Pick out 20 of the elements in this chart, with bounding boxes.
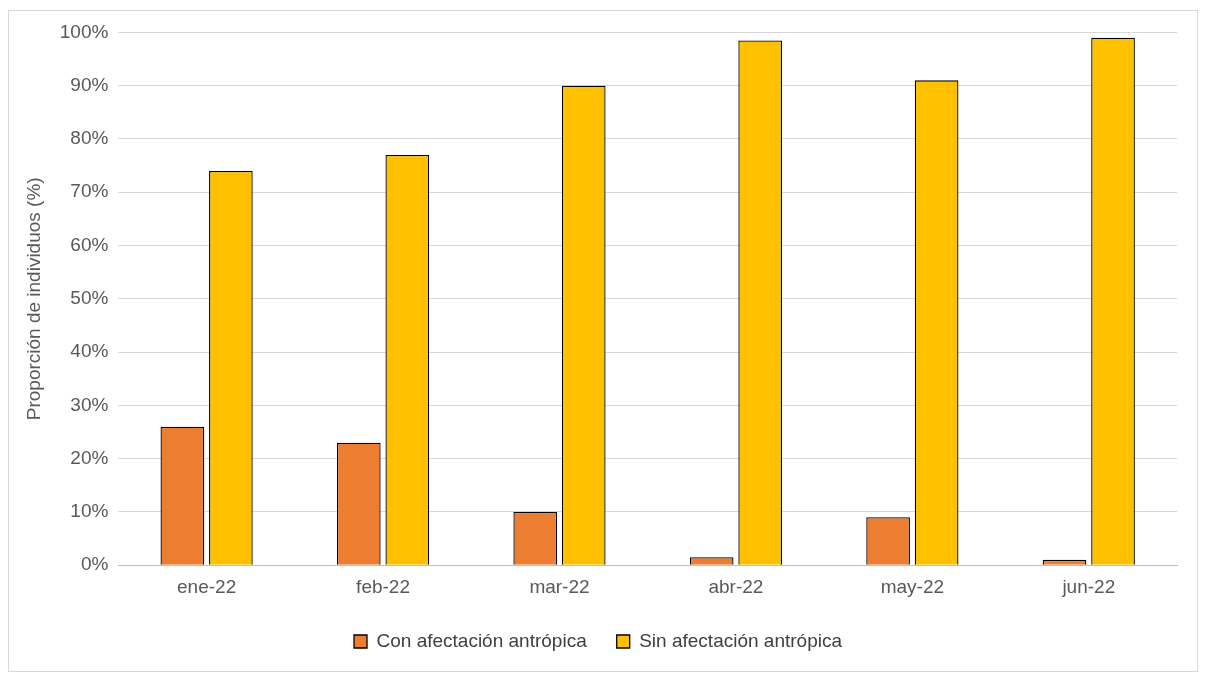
y-tick-label: 20%	[70, 446, 109, 468]
y-tick-label: 60%	[70, 233, 109, 255]
y-tick-label: 70%	[70, 180, 109, 202]
legend-label: Con afectación antrópica	[376, 629, 588, 651]
y-axis-title: Proporción de individuos (%)	[22, 177, 44, 421]
y-tick-label: 50%	[70, 287, 109, 309]
legend-label: Sin afectación antrópica	[639, 629, 843, 651]
y-tick-label: 10%	[70, 500, 109, 522]
y-tick-label: 0%	[80, 553, 109, 575]
y-tick-label: 40%	[70, 340, 109, 362]
y-tick-label: 80%	[70, 127, 109, 149]
y-tick-label: 90%	[70, 73, 109, 95]
x-tick-label: may-22	[880, 575, 945, 597]
x-tick-label: jun-22	[1061, 575, 1116, 597]
x-tick-label: ene-22	[177, 575, 237, 597]
y-tick-label: 30%	[70, 393, 109, 415]
x-tick-label: feb-22	[356, 575, 410, 597]
x-tick-label: mar-22	[529, 575, 590, 597]
y-tick-label: 100%	[59, 20, 109, 42]
x-tick-label: abr-22	[708, 575, 764, 597]
